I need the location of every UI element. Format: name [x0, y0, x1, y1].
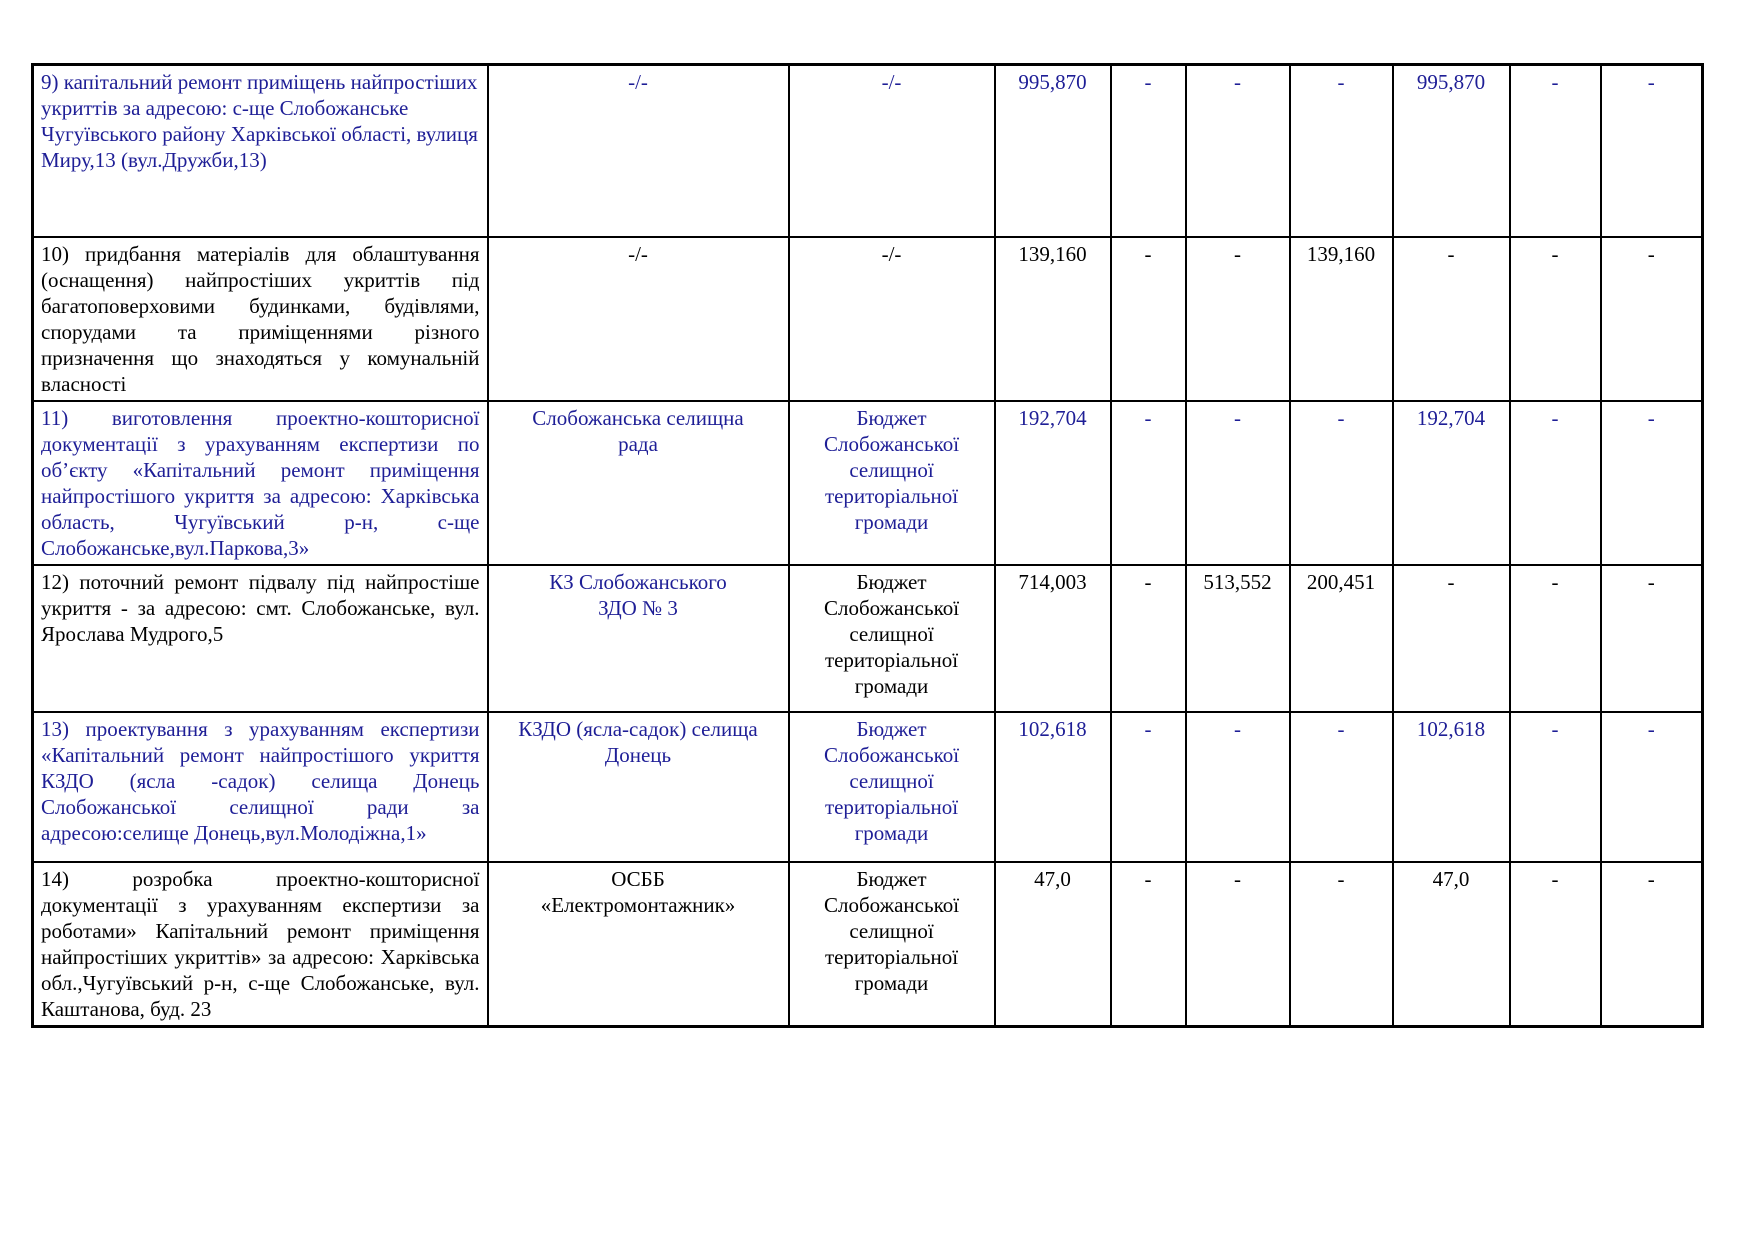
amount-cell: -: [1508, 710, 1602, 863]
amount-cell: 995,870: [993, 63, 1112, 238]
work-description-cell: 10) придбання матеріалів для облаштуванн…: [31, 235, 489, 402]
amount-cell: -: [1184, 399, 1291, 566]
amount-cell: -: [1109, 235, 1187, 402]
amount-cell: -: [1109, 563, 1187, 713]
amount-cell: -: [1599, 710, 1704, 863]
amount-cell: -: [1508, 563, 1602, 713]
amount-cell: -: [1508, 235, 1602, 402]
amount-cell: -: [1288, 860, 1394, 1027]
table-row: 11) виготовлення проектно-кошторисної до…: [31, 399, 1704, 566]
amount-cell: -: [1288, 399, 1394, 566]
table-row: 14) розробка проектно-кошторисної докуме…: [31, 860, 1704, 1027]
amount-cell: -: [1391, 235, 1511, 402]
amount-cell: 47,0: [1391, 860, 1511, 1027]
executor-organization-cell: КЗ Слобожанського ЗДО № 3: [486, 563, 790, 713]
amount-cell: 192,704: [993, 399, 1112, 566]
budget-table: 9) капітальний ремонт приміщень найпрост…: [31, 63, 1704, 1028]
amount-cell: 513,552: [1184, 563, 1291, 713]
amount-cell: -: [1508, 860, 1602, 1027]
funding-source-cell: Бюджет Слобожанської селищної територіал…: [787, 399, 996, 566]
amount-cell: -: [1109, 63, 1187, 238]
amount-cell: 139,160: [993, 235, 1112, 402]
amount-cell: -: [1184, 235, 1291, 402]
amount-cell: -: [1109, 710, 1187, 863]
budget-table-body: 9) капітальний ремонт приміщень найпрост…: [31, 63, 1704, 1027]
amount-cell: -: [1599, 399, 1704, 566]
amount-cell: -: [1391, 563, 1511, 713]
amount-cell: -: [1184, 860, 1291, 1027]
amount-cell: -: [1599, 235, 1704, 402]
work-description-cell: 13) проектування з урахуванням експертиз…: [31, 710, 489, 863]
amount-cell: -: [1184, 710, 1291, 863]
amount-cell: -: [1599, 63, 1704, 238]
amount-cell: 200,451: [1288, 563, 1394, 713]
amount-cell: 714,003: [993, 563, 1112, 713]
amount-cell: 47,0: [993, 860, 1112, 1027]
amount-cell: 192,704: [1391, 399, 1511, 566]
work-description-cell: 9) капітальний ремонт приміщень найпрост…: [31, 63, 489, 238]
executor-organization-cell: -/-: [486, 235, 790, 402]
executor-organization-cell: Слобожанська селищна рада: [486, 399, 790, 566]
table-row: 12) поточний ремонт підвалу під найпрост…: [31, 563, 1704, 713]
amount-cell: -: [1288, 710, 1394, 863]
funding-source-cell: Бюджет Слобожанської селищної територіал…: [787, 710, 996, 863]
amount-cell: -: [1599, 860, 1704, 1027]
amount-cell: -: [1599, 563, 1704, 713]
funding-source-cell: Бюджет Слобожанської селищної територіал…: [787, 563, 996, 713]
amount-cell: -: [1184, 63, 1291, 238]
executor-organization-cell: -/-: [486, 63, 790, 238]
funding-source-cell: Бюджет Слобожанської селищної територіал…: [787, 860, 996, 1027]
amount-cell: -: [1508, 63, 1602, 238]
funding-source-cell: -/-: [787, 235, 996, 402]
amount-cell: -: [1288, 63, 1394, 238]
amount-cell: -: [1109, 399, 1187, 566]
executor-organization-cell: КЗДО (ясла-садок) селища Донець: [486, 710, 790, 863]
amount-cell: 995,870: [1391, 63, 1511, 238]
table-row: 10) придбання матеріалів для облаштуванн…: [31, 235, 1704, 402]
work-description-cell: 11) виготовлення проектно-кошторисної до…: [31, 399, 489, 566]
amount-cell: 102,618: [993, 710, 1112, 863]
amount-cell: 139,160: [1288, 235, 1394, 402]
table-row: 9) капітальний ремонт приміщень найпрост…: [31, 63, 1704, 238]
funding-source-cell: -/-: [787, 63, 996, 238]
executor-organization-cell: ОСББ «Електромонтажник»: [486, 860, 790, 1027]
amount-cell: -: [1508, 399, 1602, 566]
amount-cell: 102,618: [1391, 710, 1511, 863]
table-row: 13) проектування з урахуванням експертиз…: [31, 710, 1704, 863]
work-description-cell: 14) розробка проектно-кошторисної докуме…: [31, 860, 489, 1027]
amount-cell: -: [1109, 860, 1187, 1027]
work-description-cell: 12) поточний ремонт підвалу під найпрост…: [31, 563, 489, 713]
